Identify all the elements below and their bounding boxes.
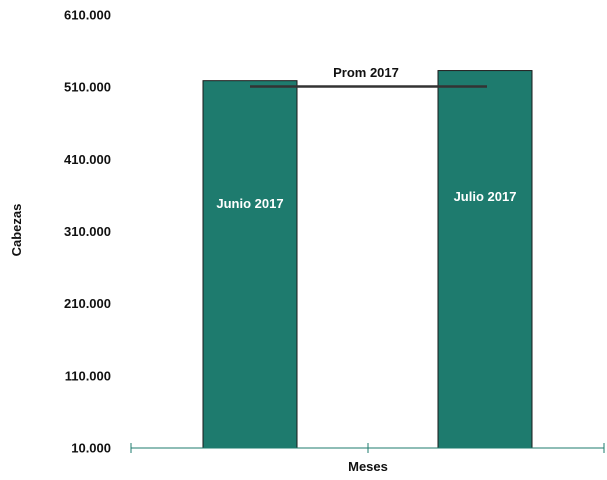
y-axis-title: Cabezas [9, 204, 24, 257]
bars: Junio 2017 Julio 2017 [202, 70, 533, 449]
x-axis [130, 443, 605, 453]
average-line-label: Prom 2017 [333, 65, 399, 80]
y-tick-label: 410.000 [64, 152, 111, 167]
y-tick-label: 310.000 [64, 224, 111, 239]
average-line-group: Prom 2017 [250, 65, 487, 88]
y-tick-label: 510.000 [64, 80, 111, 95]
bar-category-label: Junio 2017 [216, 196, 283, 211]
y-tick-label: 110.000 [65, 368, 111, 383]
y-axis-tick-labels: 10.000 110.000 210.000 310.000 410.000 510.00… [64, 8, 111, 456]
bar [202, 80, 298, 449]
x-axis-title: Meses [348, 459, 388, 474]
bar-category-label: Julio 2017 [454, 189, 517, 204]
y-tick-label: 10.000 [71, 441, 111, 456]
y-tick-label: 610.000 [64, 8, 111, 23]
bar [437, 70, 533, 449]
y-tick-label: 210.000 [64, 296, 111, 311]
